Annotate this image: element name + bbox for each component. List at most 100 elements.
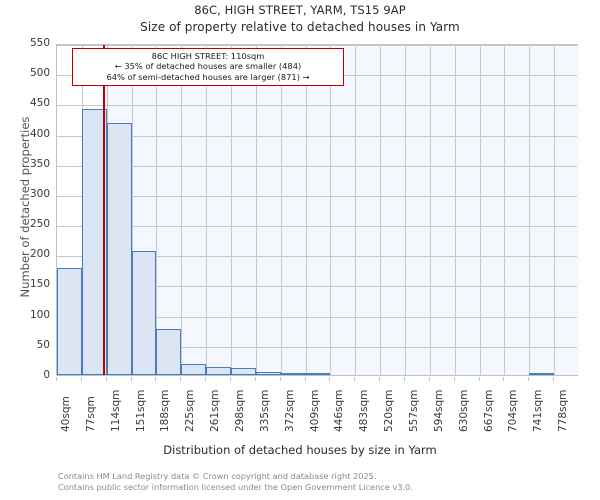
x-tick-778sqm: 778sqm [557,389,570,432]
x-tick-mark [379,377,381,381]
y-tick-50: 50 [36,338,50,351]
x-tick-mark [329,377,331,381]
gridline-h [57,316,577,318]
y-tick-350: 350 [29,157,50,170]
x-tick-mark [205,377,207,381]
gridline-v [554,45,556,375]
x-tick-557sqm: 557sqm [408,389,420,432]
x-tick-225sqm: 225sqm [184,389,197,432]
y-tick-200: 200 [29,248,50,261]
gridline-h [57,165,577,167]
plot-background-right [104,45,579,375]
x-tick-mark [528,377,530,381]
x-tick-mark [230,377,231,381]
y-tick-300: 300 [29,187,50,200]
gridline-h [57,256,577,258]
x-tick-741sqm: 741sqm [532,389,545,432]
property-marker-line [103,45,106,375]
gridline-v [280,45,282,375]
gridline-v [380,45,382,375]
x-tick-520sqm: 520sqm [383,389,396,432]
y-tick-500: 500 [29,67,50,80]
x-tick-335sqm: 335sqm [258,389,271,432]
y-axis-title: Number of detached properties [18,116,32,298]
x-tick-188sqm: 188sqm [159,389,172,432]
x-tick-mark [180,377,182,381]
gridline-v [181,45,183,375]
histogram-bars [57,45,577,375]
y-tick-250: 250 [29,218,50,231]
chart-title: 86C, HIGH STREET, YARM, TS15 9AP [194,3,406,17]
chart-subtitle: Size of property relative to detached ho… [140,20,460,34]
gridline-v [529,45,531,375]
gridline-v [231,45,232,375]
bar-261sqm [206,366,231,375]
bar-225sqm [181,364,207,375]
gridline-v [504,45,506,375]
bar-40sqm [57,267,82,375]
bar-409sqm [305,373,331,375]
gridline-h [57,105,577,107]
x-tick-mark [155,377,157,381]
bar-298sqm [231,368,256,375]
gridline-v [454,45,456,375]
x-tick-704sqm: 704sqm [507,389,520,432]
y-tick-100: 100 [29,308,50,321]
y-tick-400: 400 [29,127,50,140]
x-tick-151sqm: 151sqm [134,389,147,432]
gridline-h [57,45,577,46]
x-tick-mark [478,377,480,381]
x-tick-298sqm: 298sqm [234,389,246,432]
gridline-h [57,226,577,228]
y-tick-550: 550 [29,37,50,49]
bar-114sqm [106,122,132,375]
x-tick-372sqm: 372sqm [283,389,296,432]
gridline-v [255,45,257,375]
x-tick-77sqm: 77sqm [84,396,97,432]
x-tick-mark [105,377,107,381]
gridline-v [429,45,431,375]
footer-line-2: Contains public sector information licen… [58,481,413,492]
y-tick-0: 0 [43,369,50,381]
x-tick-mark [80,377,82,381]
gridline-h [57,135,577,137]
x-tick-mark [453,377,455,381]
x-tick-483sqm: 483sqm [358,389,371,432]
gridline-h [57,346,577,348]
x-tick-mark [56,377,57,381]
annotation-line-1: 86C HIGH STREET: 110sqm [151,51,265,61]
gridline-v [479,45,481,375]
x-tick-630sqm: 630sqm [457,389,470,432]
bar-741sqm [529,373,555,375]
x-tick-mark [553,377,555,381]
gridline-v [305,45,307,375]
x-tick-594sqm: 594sqm [432,389,445,432]
bar-188sqm [156,328,182,375]
property-annotation-box: 86C HIGH STREET: 110sqm ← 35% of detache… [72,48,344,87]
bar-151sqm [131,251,157,375]
plot-area [56,44,579,376]
annotation-line-2: ← 35% of detached houses are smaller (48… [114,61,302,72]
bar-372sqm [280,373,306,375]
x-tick-mark [254,377,256,381]
gridline-v [330,45,332,375]
gridline-v [355,45,357,375]
gridline-v [405,45,406,375]
gridline-h [57,195,577,197]
x-tick-114sqm: 114sqm [109,389,122,432]
x-tick-mark [304,377,306,381]
x-tick-409sqm: 409sqm [308,389,321,432]
y-tick-450: 450 [29,97,50,110]
gridline-h [57,286,577,288]
x-tick-mark [130,377,132,381]
bar-335sqm [255,371,281,375]
x-tick-667sqm: 667sqm [482,389,495,432]
x-tick-446sqm: 446sqm [333,389,346,432]
x-tick-mark [428,377,430,381]
x-tick-mark [279,377,281,381]
y-tick-150: 150 [29,278,50,291]
x-tick-mark [354,377,356,381]
gridline-v [131,45,133,375]
annotation-line-3: 64% of semi-detached houses are larger (… [106,71,310,82]
